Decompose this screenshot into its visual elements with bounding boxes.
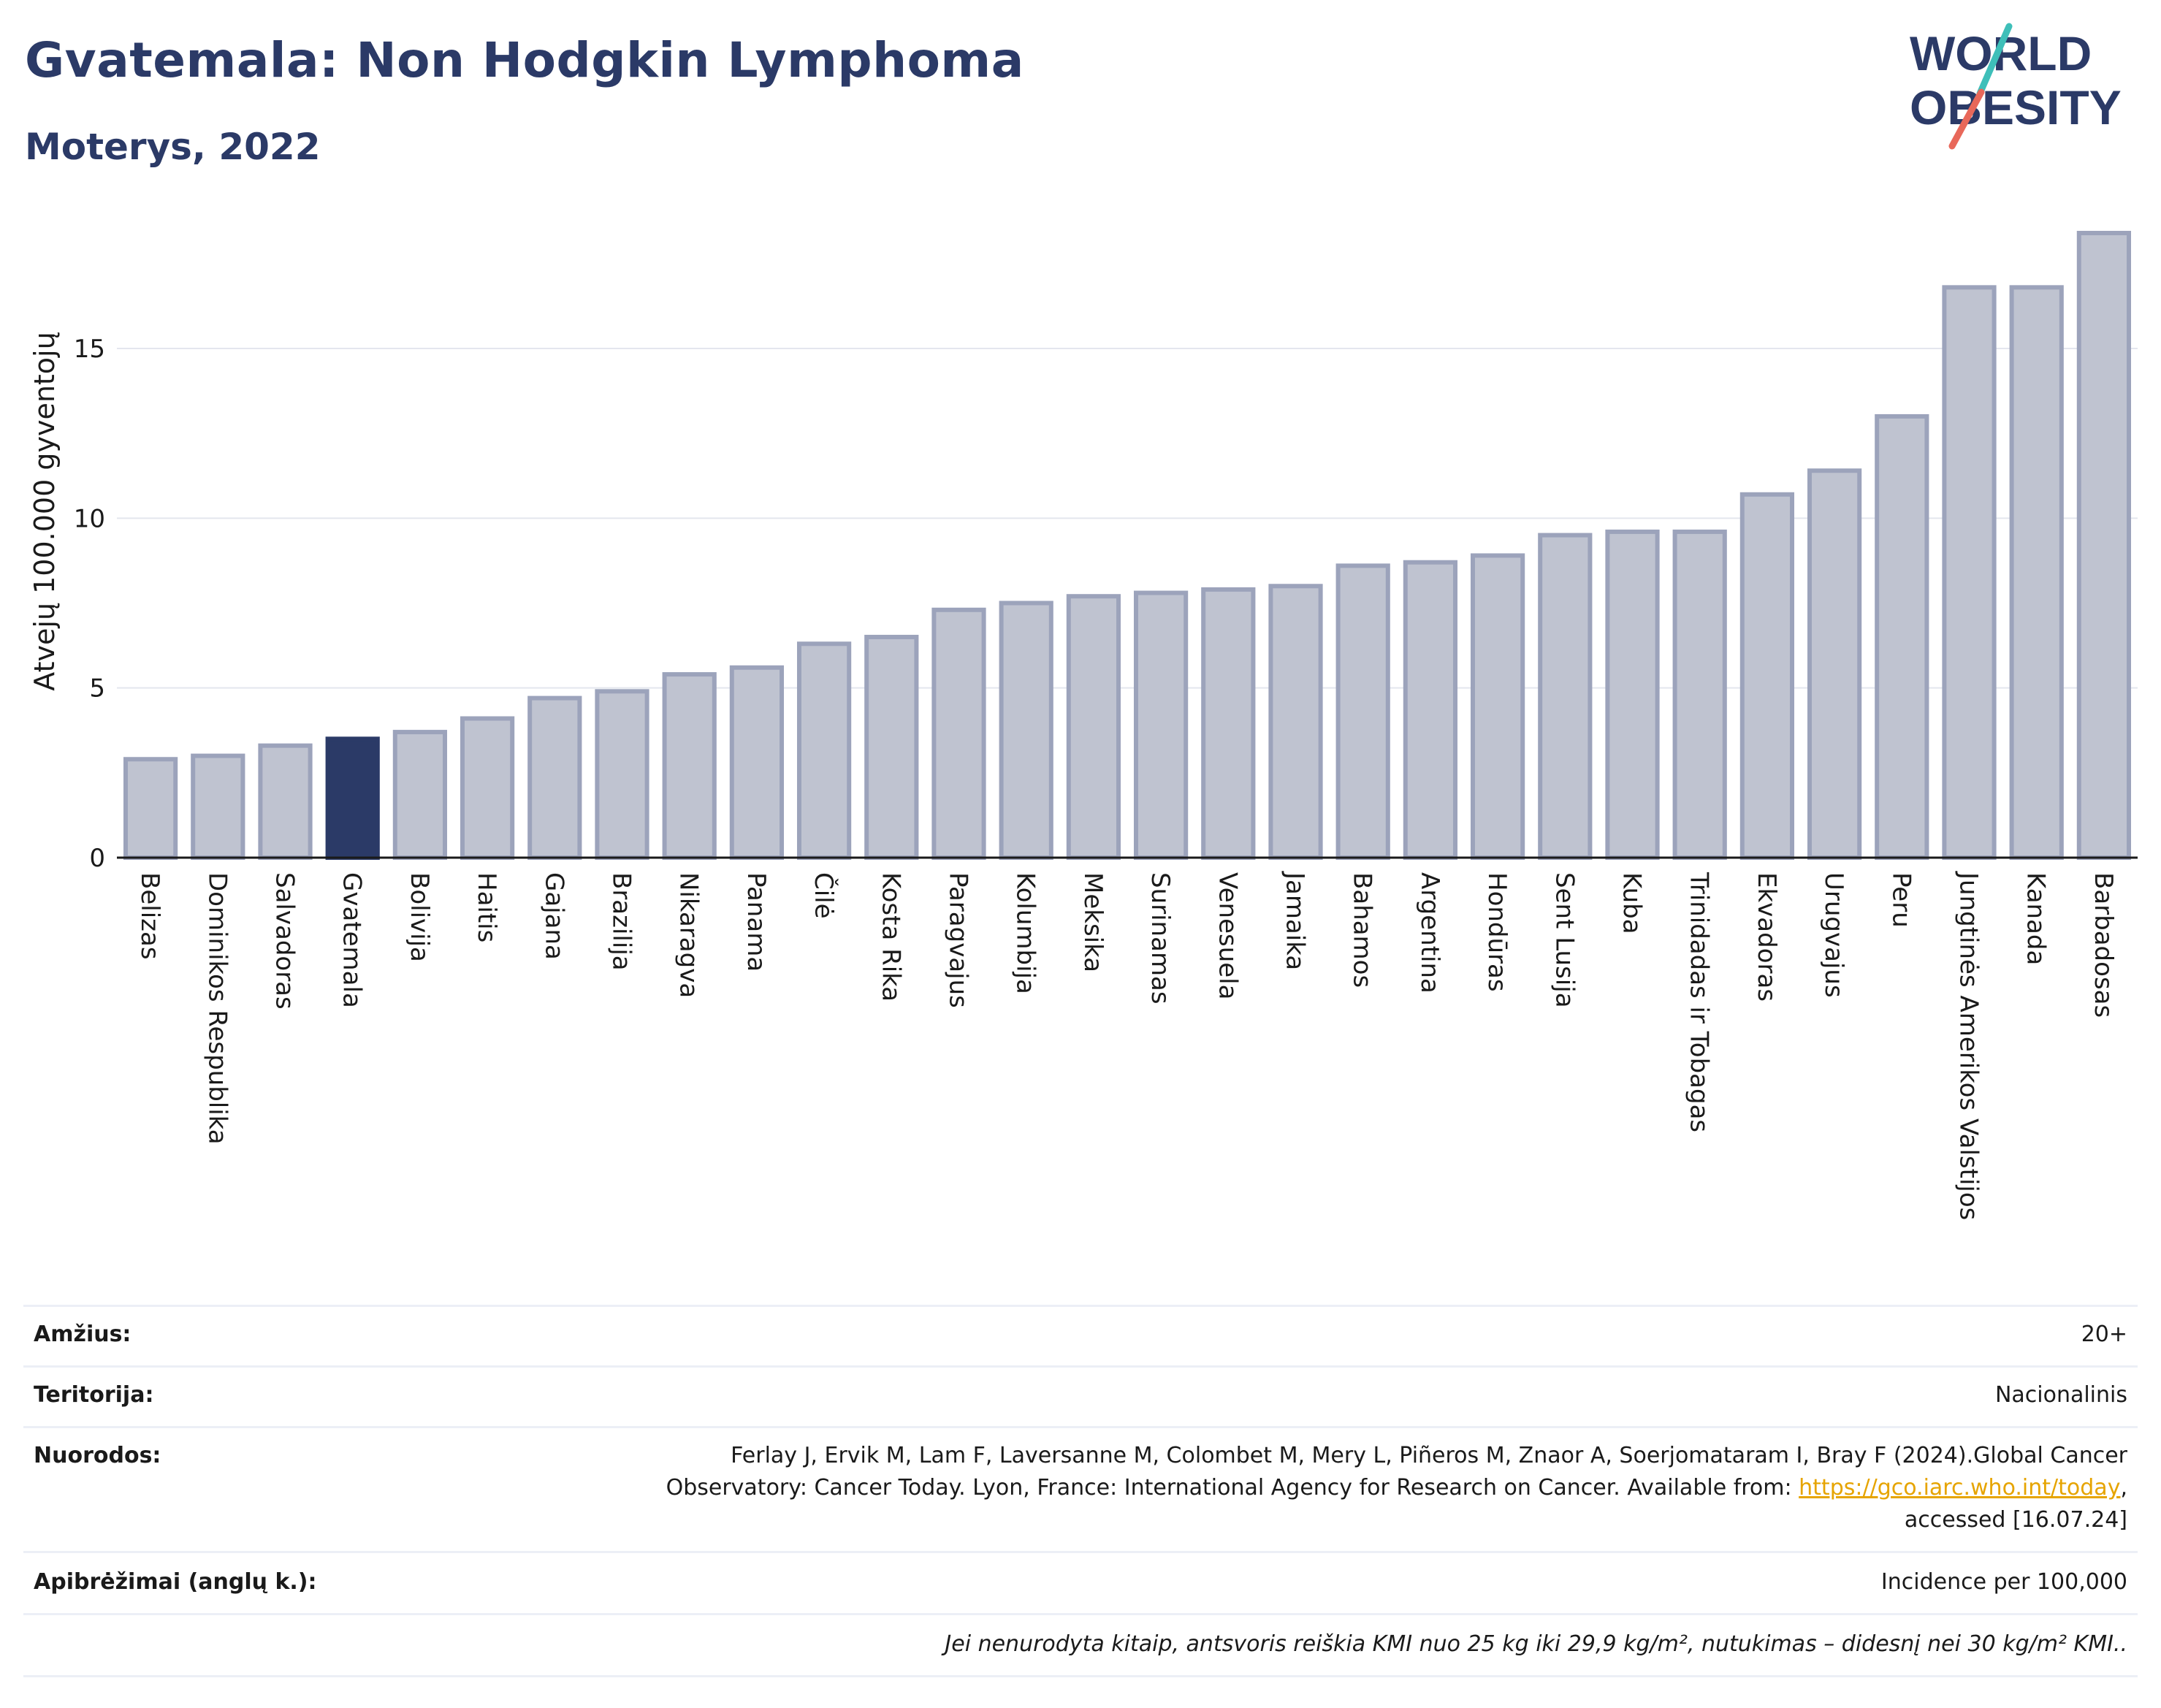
bar-paragvajus [931,607,986,860]
definition-note: Jei nenurodyta kitaip, antsvoris reiškia… [945,1631,2127,1657]
y-axis-label: Atvejų 100.000 gyventojų [28,332,61,690]
bar-sent-lusija [1538,533,1593,860]
x-axis-ticks: Belizas Dominikos Respublika Salvadoras Gva… [135,871,2118,1220]
bar-čilė [796,641,852,860]
references-line-2: Observatory: Cancer Today. Lyon, France:… [447,1472,2127,1504]
references-line-2-end: , [2120,1475,2127,1501]
x-tick-label: Ekvadoras [1752,872,1781,1002]
world-obesity-logo: WORLD OBESITY [1910,23,2122,150]
x-tick-label: Hondūras [1482,872,1512,992]
references-link[interactable]: https://gco.iarc.who.int/today [1799,1475,2121,1501]
x-tick-label: Urugvajus [1819,872,1848,998]
x-tick-label: Gajana [539,872,568,960]
bar-gvatemala [325,736,380,860]
x-tick-label: Dominikos Respublika [202,872,232,1145]
x-tick-label: Panama [742,872,771,972]
page-subtitle: Moterys, 2022 [25,126,321,168]
logo-slash-top [1976,23,2013,97]
references-line-3: accessed [16.07.24] [1904,1507,2127,1533]
x-tick-label: Gvatemala [338,872,367,1008]
bar-salvadoras [258,743,313,860]
x-tick-label: Kanada [2021,872,2051,965]
bar-nikaragva [662,672,717,861]
bar-dominikos-respublika [191,753,245,860]
x-tick-label: Argentina [1415,872,1444,994]
bar-gajana [527,695,582,861]
x-tick-label: Bolivija [405,872,434,962]
x-tick-label: Jungtinės Amerikos Valstijos [1954,871,1983,1220]
bar-argentina [1403,560,1458,860]
x-tick-label: Venesuela [1213,872,1242,999]
territory-value: Nacionalinis [1994,1382,2127,1408]
bar-kanada [2009,285,2064,860]
meta-row-references: Nuorodos: Ferlay J, Ervik M, Lam F, Lave… [23,1426,2138,1551]
chart-gridlines [117,347,2138,689]
definitions-value: Incidence per 100,000 [1880,1569,2127,1595]
metadata-table: Amžius: 20+ Teritorija: Nacionalinis Nuo… [23,1305,2138,1677]
definitions-label: Apibrėžimai (anglų k.): [34,1569,317,1595]
x-tick-label: Čilė [809,872,839,919]
bar-kolumbija [999,601,1053,860]
age-label: Amžius: [34,1322,132,1347]
y-tick-label: 0 [89,844,105,873]
bar-bolivija [392,730,448,861]
bar-jungtinės-amerikos-valstijos [1942,285,1997,860]
y-tick-label: 5 [89,674,105,704]
x-tick-label: Salvadoras [270,872,300,1010]
x-tick-label: Peru [1886,872,1916,928]
x-tick-label: Kolumbija [1011,872,1040,994]
y-tick-label: 15 [74,335,105,364]
bar-brazilija [595,689,649,860]
bar-jamaika [1268,584,1323,860]
x-tick-label: Kosta Rika [876,872,905,1002]
page-title: Gvatemala: Non Hodgkin Lymphoma [25,32,1024,88]
x-tick-label: Haitis [472,872,501,942]
x-tick-label: Trinidadas ir Tobagas [1685,872,1714,1132]
references-line-2-text: Observatory: Cancer Today. Lyon, France:… [666,1475,1799,1501]
meta-row-note: Jei nenurodyta kitaip, antsvoris reiškia… [23,1613,2138,1677]
references-label: Nuorodos: [34,1443,161,1468]
logo-slash-bottom [1948,88,1985,150]
chart-bars [123,231,2132,861]
logo-text-obesity: OBESITY [1910,80,2122,134]
bar-urugvajus [1807,468,1862,860]
x-tick-label: Belizas [135,872,164,960]
bar-belizas [123,757,178,860]
x-tick-label: Jamaika [1281,871,1310,970]
bar-kuba [1605,529,1660,860]
references-value: Ferlay J, Ervik M, Lam F, Laversanne M, … [447,1440,2127,1536]
x-tick-label: Bahamos [1348,872,1377,988]
y-tick-label: 10 [74,504,105,533]
territory-label: Teritorija: [34,1382,154,1408]
x-tick-label: Meksika [1078,872,1108,972]
x-tick-label: Barbadosas [2089,872,2118,1018]
meta-row-definitions: Apibrėžimai (anglų k.): Incidence per 10… [23,1551,2138,1613]
bar-hondūras [1470,553,1525,861]
bar-meksika [1066,594,1121,861]
x-tick-label: Brazilija [607,872,636,971]
bar-panama [729,665,785,860]
references-line-1: Ferlay J, Ervik M, Lam F, Laversanne M, … [731,1443,2127,1468]
bar-kosta-rika [864,634,919,861]
bar-haitis [460,716,515,861]
x-tick-label: Nikaragva [674,872,704,998]
bar-ekvadoras [1739,492,1795,860]
x-tick-label: Sent Lusija [1550,872,1579,1008]
bar-barbadosas [2076,231,2132,860]
meta-row-age: Amžius: 20+ [23,1305,2138,1365]
x-tick-label: Surinamas [1146,872,1175,1004]
bar-surinamas [1133,590,1189,860]
bar-chart: 0 5 10 15 Belizas Dominikos Respublika Salvad… [28,231,2138,1220]
bar-peru [1875,413,1929,860]
bar-venesuela [1201,587,1256,860]
bar-bahamos [1335,563,1390,860]
age-value: 20+ [2081,1322,2127,1347]
x-tick-label: Kuba [1617,872,1647,934]
y-axis-ticks: 0 5 10 15 [74,335,105,873]
x-tick-label: Paragvajus [944,872,973,1008]
meta-row-territory: Teritorija: Nacionalinis [23,1365,2138,1426]
bar-trinidadas-ir-tobagas [1672,529,1727,860]
